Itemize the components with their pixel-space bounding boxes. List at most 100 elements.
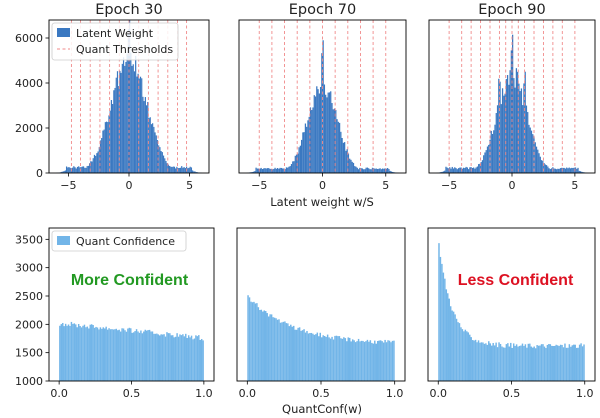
histogram-bar [567,347,569,381]
histogram-bar [285,167,288,173]
histogram-bar [562,347,565,381]
histogram-bar [145,105,148,173]
histogram-bar [192,339,194,381]
histogram-bar [509,70,511,173]
histogram-bar [93,327,96,381]
histogram-bar [156,140,159,173]
histogram-bar [275,168,277,173]
histogram-bar [371,342,373,381]
histogram-bar [572,167,574,173]
histogram-bar [457,168,460,173]
histogram-bar [293,325,295,381]
histogram-bar [192,170,194,173]
histogram-bar [542,160,544,173]
histogram-bar [565,347,568,381]
histogram-bar [138,332,141,381]
legend-swatch [57,236,70,245]
histogram-bar [120,72,122,173]
histogram-bar [293,161,295,173]
histogram-bar [153,126,155,173]
histogram-bar [445,166,447,173]
histogram-bar [170,335,173,381]
histogram-bar [504,93,506,173]
histogram-bar [276,168,279,173]
histogram-bar [578,344,581,381]
histogram-bar [392,171,394,173]
histogram-bar [300,139,303,173]
histogram-bar [251,302,254,381]
histogram-bar [254,303,257,381]
histogram-bar [193,171,195,173]
histogram-bar [317,89,319,173]
histogram-bar [330,91,332,173]
histogram-bar [114,329,116,381]
legend-label: Quant Confidence [76,235,175,248]
histogram-bar [298,147,300,173]
histogram-bar [384,168,386,173]
histogram-bar [78,166,80,173]
histogram-bar [379,340,382,381]
histogram-bar [301,330,304,381]
histogram-bar [532,134,534,173]
histogram-bar [314,96,317,173]
histogram-bar [319,86,322,173]
histogram-bar [527,112,529,173]
histogram-bar [452,168,455,173]
histogram-bar [539,345,541,381]
histogram-bar [280,167,283,173]
histogram-bar [445,289,448,381]
histogram-bar [473,340,475,381]
histogram-bar [564,343,566,381]
histogram-bar [514,345,516,381]
histogram-bar [282,321,285,381]
histogram-bar [489,139,491,173]
x-tick-label: 0.5 [503,387,521,400]
histogram-bar [483,343,486,381]
histogram-bar [85,327,87,381]
histogram-bar [104,122,106,173]
histogram-bar [251,172,253,173]
histogram-bar [530,346,532,381]
histogram-bar [67,324,70,381]
histogram-bar [496,347,499,381]
histogram-bar [288,326,291,381]
histogram-bar [492,342,494,381]
histogram-bar [378,168,380,173]
histogram-bar [480,342,483,381]
histogram-bar [298,327,301,381]
histogram-bar [281,322,283,381]
histogram-bar [575,347,578,381]
histogram-bar [474,339,477,381]
histogram-bar [137,331,139,381]
plot-area [246,20,399,173]
histogram-bar [478,164,480,173]
histogram-bar [380,169,382,173]
histogram-bar [193,338,196,381]
histogram-bar [62,322,64,381]
histogram-bar [256,168,258,173]
histogram-bar [375,343,377,381]
histogram-bar [89,163,91,173]
histogram-bar [200,338,203,381]
histogram-bar [178,168,180,173]
histogram-bar [519,91,521,173]
histogram-bar [441,263,443,381]
histogram-bar [73,323,76,381]
histogram-bar [505,79,507,173]
histogram-bar [540,160,543,173]
histogram-bar [473,167,475,173]
histogram-bar [190,167,193,173]
histogram-bar [338,122,341,173]
histogram-bar [284,321,286,381]
histogram-bar [255,167,257,173]
histogram-bar [444,170,446,173]
histogram-bar [447,293,449,381]
histogram-bar [79,326,81,381]
subplot-title: Epoch 70 [289,2,356,18]
histogram-bar [179,167,182,173]
histogram-bar [553,168,555,173]
histogram-bar [544,164,546,173]
histogram-bar [127,328,129,381]
histogram-bar [148,329,151,381]
